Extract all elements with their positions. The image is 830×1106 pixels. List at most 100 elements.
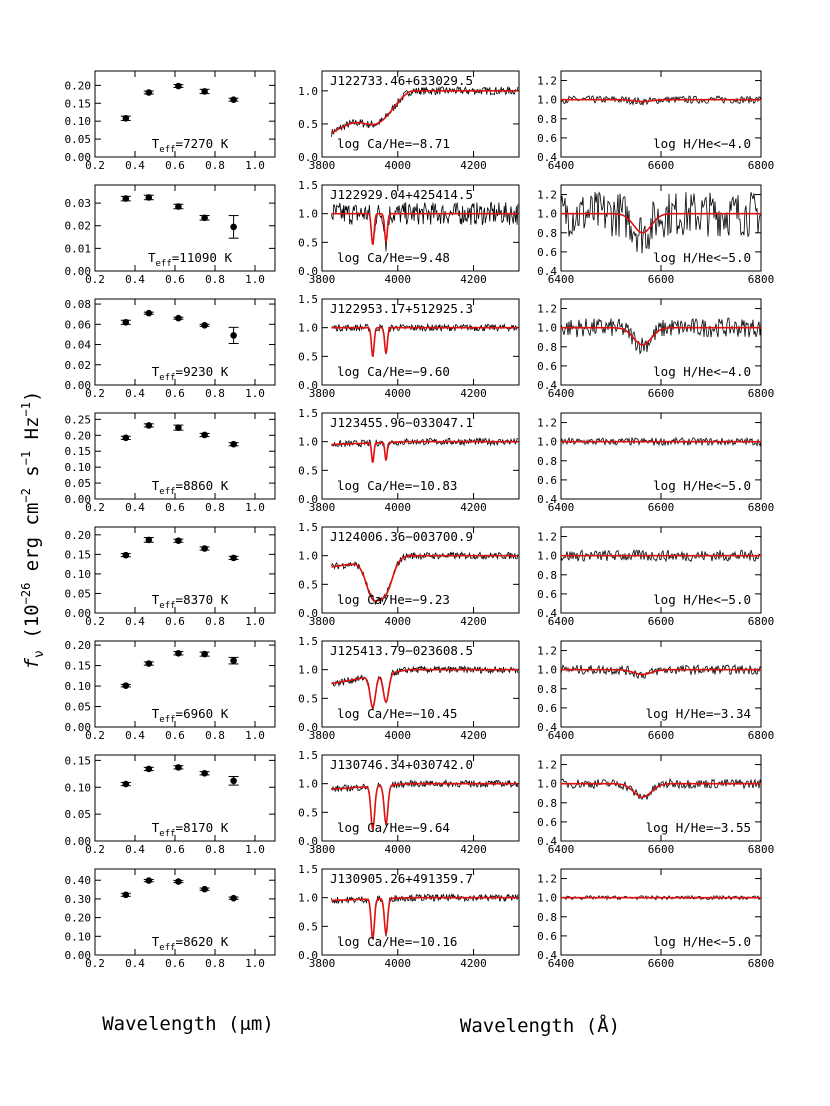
- caK-y-tick-label: 0.0: [298, 721, 318, 734]
- caK-y-tick-label: 0.0: [298, 493, 318, 506]
- caK-y-tick-label: 1.5: [298, 635, 318, 648]
- star-name: J122953.17+512925.3: [330, 301, 473, 316]
- photometry-x-tick-label: 0.6: [165, 501, 185, 514]
- photometry-point: [122, 195, 130, 202]
- halpha-x-tick-label: 6400: [548, 273, 575, 286]
- halpha-y-tick-label: 1.2: [537, 873, 557, 886]
- halpha-x-tick-label: 6800: [748, 273, 775, 286]
- photometry-y-tick-label: 0.05: [65, 808, 92, 821]
- photometry-y-tick-label: 0.10: [65, 781, 92, 794]
- photometry-frame: [94, 412, 276, 500]
- halpha-x-tick-label: 6800: [748, 843, 775, 856]
- ca-abundance-label: log Ca/He=−10.83: [337, 478, 457, 493]
- halpha-observed-spectrum: [560, 663, 762, 680]
- teff-symbol: T: [152, 136, 160, 151]
- halpha-x-tick-label: 6600: [648, 729, 675, 742]
- teff-label: Teff=8620 K: [152, 934, 229, 953]
- caK-model-spectrum: [331, 782, 518, 830]
- teff-symbol: T: [152, 364, 160, 379]
- photometry-point: [175, 537, 182, 544]
- halpha-y-tick-label: 1.2: [537, 759, 557, 772]
- photometry-x-tick-label: 0.6: [165, 159, 185, 172]
- halpha-y-tick-label: 1.2: [537, 75, 557, 88]
- h-abundance-label: log H/He<−4.0: [653, 364, 751, 379]
- teff-label: Teff=9230 K: [152, 364, 229, 383]
- photometry-y-tick-label: 0.02: [65, 359, 92, 372]
- halpha-y-tick-label: 1.0: [537, 892, 557, 905]
- photometry-y-tick-label: 0.05: [65, 701, 92, 714]
- photometry-point: [175, 314, 182, 322]
- photometry-point: [201, 214, 208, 222]
- photometry-x-tick-label: 0.4: [125, 273, 145, 286]
- photometry-frame: [94, 70, 276, 158]
- caK-y-tick-label: 0.5: [298, 118, 318, 131]
- teff-value: =9230 K: [176, 364, 229, 379]
- photometry-y-tick-label: 0.02: [65, 220, 92, 233]
- caK-x-tick-label: 4000: [385, 843, 412, 856]
- halpha-y-tick-label: 1.2: [537, 303, 557, 316]
- photometry-point: [175, 649, 182, 657]
- halpha-y-tick-label: 1.0: [537, 778, 557, 791]
- caK-y-tick-label: 0.5: [298, 920, 318, 933]
- photometry-point: [122, 115, 130, 122]
- caK-model-spectrum: [331, 554, 518, 603]
- photometry-point: [230, 440, 237, 448]
- caK-x-tick-label: 3800: [309, 957, 336, 970]
- halpha-observed-spectrum: [560, 317, 762, 355]
- photometry-x-tick-label: 0.2: [85, 843, 105, 856]
- h-abundance-label: log H/He<−5.0: [653, 478, 751, 493]
- halpha-y-tick-label: 1.2: [537, 531, 557, 544]
- photometry-x-tick-label: 0.4: [125, 957, 145, 970]
- star-name: J130905.26+491359.7: [330, 871, 473, 886]
- caK-y-tick-label: 1.5: [298, 863, 318, 876]
- photometry-y-tick-label: 0.30: [65, 893, 92, 906]
- teff-value: =7270 K: [176, 136, 229, 151]
- photometry-y-tick-label: 0.20: [65, 529, 92, 542]
- photometry-x-tick-label: 1.0: [245, 159, 265, 172]
- photometry-y-tick-label: 0.10: [65, 680, 92, 693]
- photometry-y-tick-label: 0.08: [65, 298, 92, 311]
- photometry-point: [145, 536, 153, 544]
- teff-subscript: eff: [159, 145, 175, 155]
- photometry-y-tick-label: 0.00: [65, 835, 92, 848]
- caK-y-tick-label: 1.5: [298, 179, 318, 192]
- caK-y-tick-label: 0.5: [298, 464, 318, 477]
- teff-label: Teff=11090 K: [148, 250, 232, 269]
- photometry-point: [122, 682, 130, 689]
- caK-x-tick-label: 3800: [309, 615, 336, 628]
- photometry-x-tick-label: 0.6: [165, 957, 185, 970]
- caK-x-tick-label: 4000: [385, 273, 412, 286]
- halpha-x-tick-label: 6400: [548, 957, 575, 970]
- panel-grid: 0.2 0.4 0.6 0.8 1.00.000.050.100.150.20Teff=…: [65, 70, 775, 970]
- caK-x-tick-label: 4000: [385, 501, 412, 514]
- halpha-y-tick-label: 0.8: [537, 227, 557, 240]
- photometry-frame: [94, 754, 276, 842]
- halpha-y-tick-label: 0.4: [537, 265, 557, 278]
- star-row: 0.2 0.4 0.6 0.8 1.0 0.00 0.02 0.04 0.06 0.08 Teff=…: [65, 293, 775, 400]
- photometry-x-tick-label: 0.2: [85, 273, 105, 286]
- teff-subscript: eff: [159, 373, 175, 383]
- photometry-y-tick-label: 0.00: [65, 493, 92, 506]
- teff-value: =11090 K: [172, 250, 233, 265]
- photometry-y-tick-label: 0.25: [65, 413, 92, 426]
- photometry-y-tick-label: 0.20: [65, 639, 92, 652]
- star-name: J124006.36−003700.9: [330, 529, 473, 544]
- teff-symbol: T: [152, 706, 160, 721]
- teff-subscript: eff: [159, 943, 175, 953]
- photometry-point: [230, 223, 237, 231]
- photometry-y-tick-label: 0.15: [65, 754, 92, 767]
- caK-frame: [321, 868, 520, 956]
- star-row: 0.2 0.4 0.6 0.8 1.0 0.00 0.05 0.10 0.15 0.20 0.25 T…: [65, 407, 775, 514]
- caK-y-tick-label: 1.0: [298, 664, 318, 677]
- photometry-point: [145, 194, 153, 201]
- photometry-frame: [94, 526, 276, 614]
- photometry-x-tick-label: 0.2: [85, 387, 105, 400]
- ca-abundance-label: log Ca/He=−9.64: [337, 820, 450, 835]
- caK-x-tick-label: 4200: [460, 273, 487, 286]
- photometry-x-tick-label: 0.8: [205, 729, 225, 742]
- ca-abundance-label: log Ca/He=−9.60: [337, 364, 450, 379]
- teff-subscript: eff: [159, 487, 175, 497]
- photometry-y-tick-label: 0.05: [65, 477, 92, 490]
- halpha-y-tick-label: 1.0: [537, 322, 557, 335]
